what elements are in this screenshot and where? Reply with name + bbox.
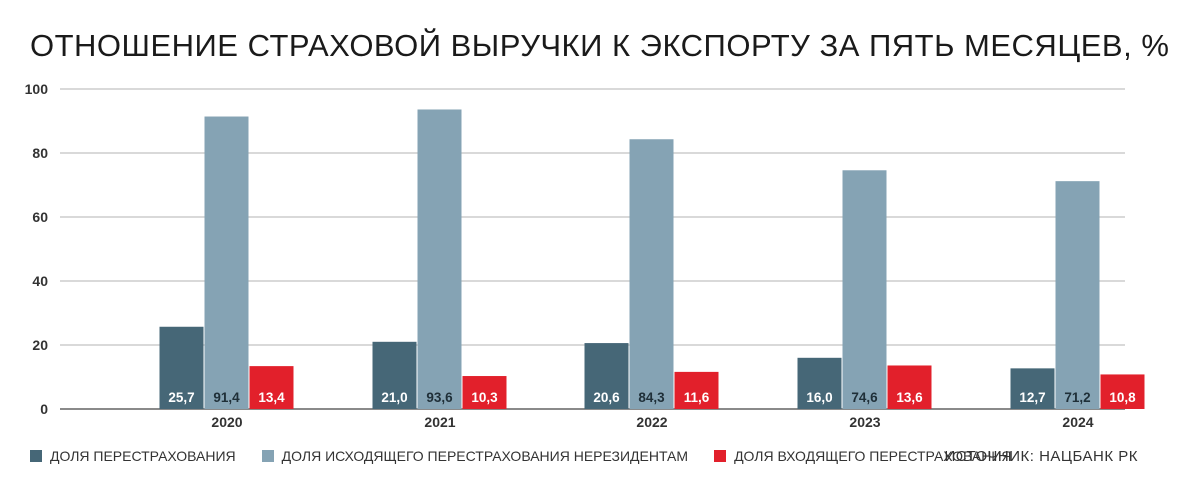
bar-2024-series-3 [1100,374,1145,409]
bar-2024-series-1 [1010,368,1055,409]
bar-2023-series-1 [797,357,842,409]
y-tick-label-0: 0 [40,401,48,417]
bar-chart: 0 20 40 60 80 100 25,7 91,4 13,4 2020 21,0 93,6 10,3… [25,81,1145,430]
data-label-2024-series-1: 12,7 [1019,390,1045,405]
legend-swatch-reinsurance [30,450,42,462]
data-label-2022-series-2: 84,3 [638,390,665,405]
y-tick-label-100: 100 [25,81,49,97]
data-label-2021-series-1: 21,0 [381,390,407,405]
legend-swatch-incoming [714,450,727,462]
bar-2020-series-2 [204,116,249,410]
data-label-2024-series-3: 10,8 [1109,390,1136,405]
x-tick-label-2023: 2023 [849,414,880,430]
data-label-2020-series-1: 25,7 [168,390,194,405]
bar-2022-series-1 [584,343,629,409]
bar-2023-series-2 [842,170,887,409]
legend-item-outgoing: ДОЛЯ ИСХОДЯЩЕГО ПЕРЕСТРАХОВАНИЯ НЕРЕЗИДЕ… [261,448,689,464]
data-label-2022-series-3: 11,6 [684,390,710,405]
data-label-2020-series-2: 91,4 [213,390,240,405]
legend-label-outgoing: ДОЛЯ ИСХОДЯЩЕГО ПЕРЕСТРАХОВАНИЯ НЕРЕЗИДЕ… [281,448,689,464]
data-label-2021-series-3: 10,3 [471,390,498,405]
x-tick-label-2024: 2024 [1062,414,1093,430]
y-tick-label-60: 60 [32,209,48,225]
chart-title: ОТНОШЕНИЕ СТРАХОВОЙ ВЫРУЧКИ К ЭКСПОРТУ З… [30,28,1170,63]
legend-item-reinsurance: ДОЛЯ ПЕРЕСТРАХОВАНИЯ [30,448,236,464]
data-label-2023-series-3: 13,6 [896,390,923,405]
bar-2020-series-1 [159,326,204,409]
legend-item-incoming: ДОЛЯ ВХОДЯЩЕГО ПЕРЕСТРАХОВАНИЯ [714,448,1012,464]
bar-2021-series-3 [462,376,507,409]
bar-2020-series-3 [249,366,294,409]
x-tick-label-2020: 2020 [211,414,242,430]
data-label-2020-series-3: 13,4 [258,390,285,405]
bar-2024-series-2 [1055,181,1100,409]
bar-2021-series-1 [372,341,417,409]
data-label-2023-series-1: 16,0 [806,390,832,405]
legend-label-reinsurance: ДОЛЯ ПЕРЕСТРАХОВАНИЯ [50,448,236,464]
y-tick-label-80: 80 [32,145,48,161]
legend-label-incoming: ДОЛЯ ВХОДЯЩЕГО ПЕРЕСТРАХОВАНИЯ [734,448,1012,464]
data-label-2021-series-2: 93,6 [426,390,453,405]
x-tick-label-2021: 2021 [424,414,455,430]
bar-2023-series-3 [887,365,932,409]
chart-legend: ДОЛЯ ПЕРЕСТРАХОВАНИЯ ДОЛЯ ИСХОДЯЩЕГО ПЕР… [30,448,1012,464]
data-label-2022-series-1: 20,6 [593,390,620,405]
legend-swatch-outgoing [261,450,274,462]
bar-2022-series-2 [629,139,674,410]
source-note: ИСТОЧНИК: НАЦБАНК РК [944,448,1138,465]
y-tick-label-20: 20 [32,337,48,353]
data-label-2023-series-2: 74,6 [851,390,878,405]
x-tick-label-2022: 2022 [636,414,667,430]
bar-2022-series-3 [674,371,719,409]
bar-2021-series-2 [417,109,462,409]
data-label-2024-series-2: 71,2 [1064,390,1090,405]
y-tick-label-40: 40 [32,273,48,289]
